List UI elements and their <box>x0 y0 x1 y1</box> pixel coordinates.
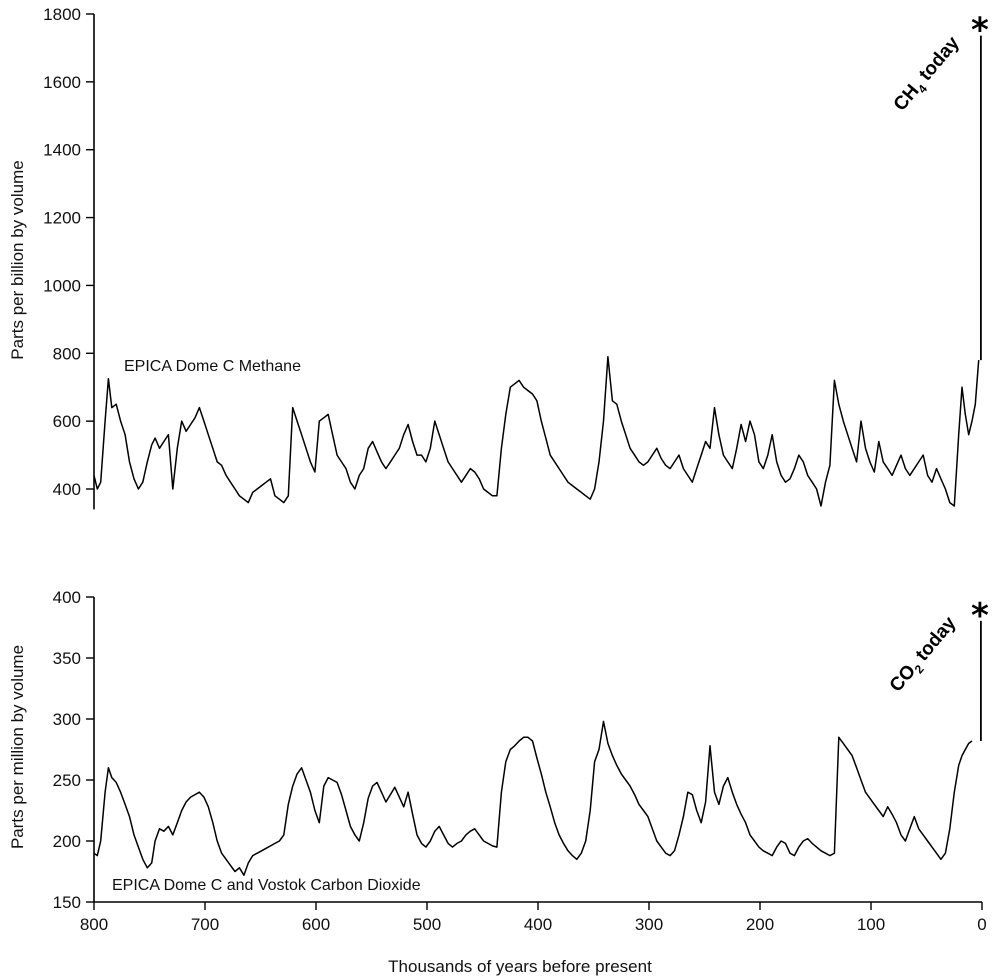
y-tick-label: 1400 <box>43 141 81 160</box>
x-tick-label: 500 <box>413 915 441 934</box>
y-axis-label: Parts per million by volume <box>8 645 27 849</box>
x-tick-label: 0 <box>977 915 986 934</box>
series-label: EPICA Dome C and Vostok Carbon Dioxide <box>112 877 421 894</box>
series-label: EPICA Dome C Methane <box>124 358 301 375</box>
today-label-rest: today <box>912 32 964 89</box>
today-label-rest: today <box>908 613 960 670</box>
x-tick-label: 100 <box>857 915 885 934</box>
y-tick-label: 400 <box>53 588 81 607</box>
y-tick-label: 1000 <box>43 276 81 295</box>
x-axis: 800 700 600 500 400 300 200 100 0 Thousands of ye… <box>80 901 987 976</box>
today-marker: * <box>971 596 989 636</box>
y-tick-label: 150 <box>53 893 81 912</box>
y-axis-label: Parts per billion by volume <box>8 160 27 359</box>
y-tick-label: 1600 <box>43 73 81 92</box>
today-label: CO2 today <box>886 613 963 699</box>
x-tick-label: 200 <box>746 915 774 934</box>
x-tick-label: 700 <box>191 915 219 934</box>
x-tick-label: 400 <box>524 915 552 934</box>
y-tick-label: 300 <box>53 710 81 729</box>
x-tick-label: 800 <box>80 915 108 934</box>
methane-panel: 400 600 800 1000 1200 1400 1600 1800 Parts per b… <box>8 5 989 510</box>
y-tick-label: 1800 <box>43 5 81 24</box>
y-tick-label: 200 <box>53 832 81 851</box>
x-tick-label: 300 <box>635 915 663 934</box>
today-marker: * <box>971 11 989 51</box>
y-tick-label: 400 <box>53 480 81 499</box>
y-tick-label: 350 <box>53 649 81 668</box>
series-line <box>93 720 973 876</box>
co2-panel: 150 200 250 300 350 400 Parts per million by v… <box>8 588 989 912</box>
series-line <box>93 355 980 507</box>
y-tick-label: 1200 <box>43 209 81 228</box>
today-label: CH4 today <box>890 32 967 117</box>
y-tick-label: 800 <box>53 344 81 363</box>
y-tick-label: 250 <box>53 771 81 790</box>
x-axis-label: Thousands of years before present <box>388 957 652 976</box>
x-tick-label: 600 <box>302 915 330 934</box>
y-tick-label: 600 <box>53 412 81 431</box>
